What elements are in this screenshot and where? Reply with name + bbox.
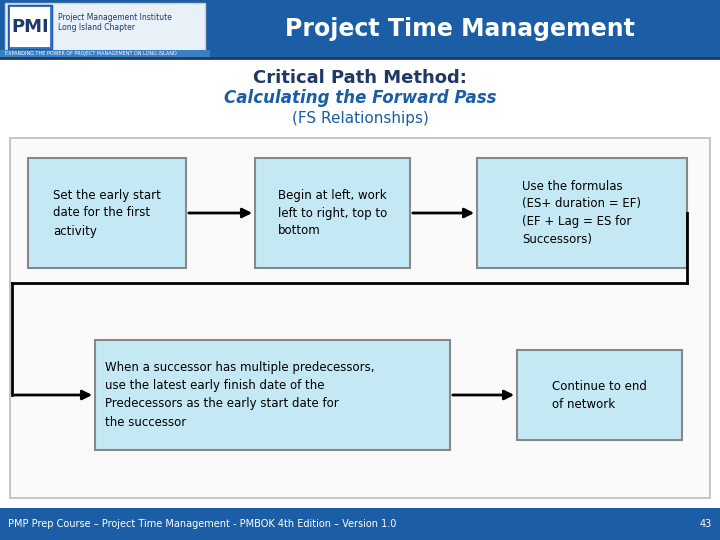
- Bar: [0, 50, 210, 58]
- Text: Long Island Chapter: Long Island Chapter: [58, 24, 135, 32]
- Bar: [477, 158, 687, 268]
- Text: Set the early start
date for the first
activity: Set the early start date for the first a…: [53, 188, 161, 238]
- Text: Use the formulas
(ES+ duration = EF)
(EF + Lag = ES for
Successors): Use the formulas (ES+ duration = EF) (EF…: [523, 179, 642, 246]
- Bar: [255, 158, 410, 268]
- Text: Begin at left, work
left to right, top to
bottom: Begin at left, work left to right, top t…: [278, 188, 387, 238]
- Text: Project Management Institute: Project Management Institute: [58, 12, 172, 22]
- Bar: [517, 350, 682, 440]
- Text: 43: 43: [700, 519, 712, 529]
- Text: Calculating the Forward Pass: Calculating the Forward Pass: [224, 89, 496, 107]
- Bar: [28, 158, 186, 268]
- Text: Project Time Management: Project Time Management: [285, 17, 635, 41]
- Bar: [0, 508, 720, 540]
- Bar: [8, 5, 52, 49]
- Bar: [0, 0, 720, 58]
- Text: (FS Relationships): (FS Relationships): [292, 111, 428, 125]
- Text: Critical Path Method:: Critical Path Method:: [253, 69, 467, 87]
- Bar: [10, 138, 710, 498]
- Bar: [95, 340, 450, 450]
- Text: PMI: PMI: [12, 18, 49, 36]
- Bar: [5, 3, 205, 53]
- Bar: [10, 7, 50, 47]
- Text: EXPANDING THE POWER OF PROJECT MANAGEMENT ON LONG ISLAND: EXPANDING THE POWER OF PROJECT MANAGEMEN…: [5, 51, 176, 57]
- Text: PMP Prep Course – Project Time Management - PMBOK 4th Edition – Version 1.0: PMP Prep Course – Project Time Managemen…: [8, 519, 397, 529]
- Text: Continue to end
of network: Continue to end of network: [552, 380, 647, 410]
- Text: When a successor has multiple predecessors,
use the latest early finish date of : When a successor has multiple predecesso…: [105, 361, 374, 429]
